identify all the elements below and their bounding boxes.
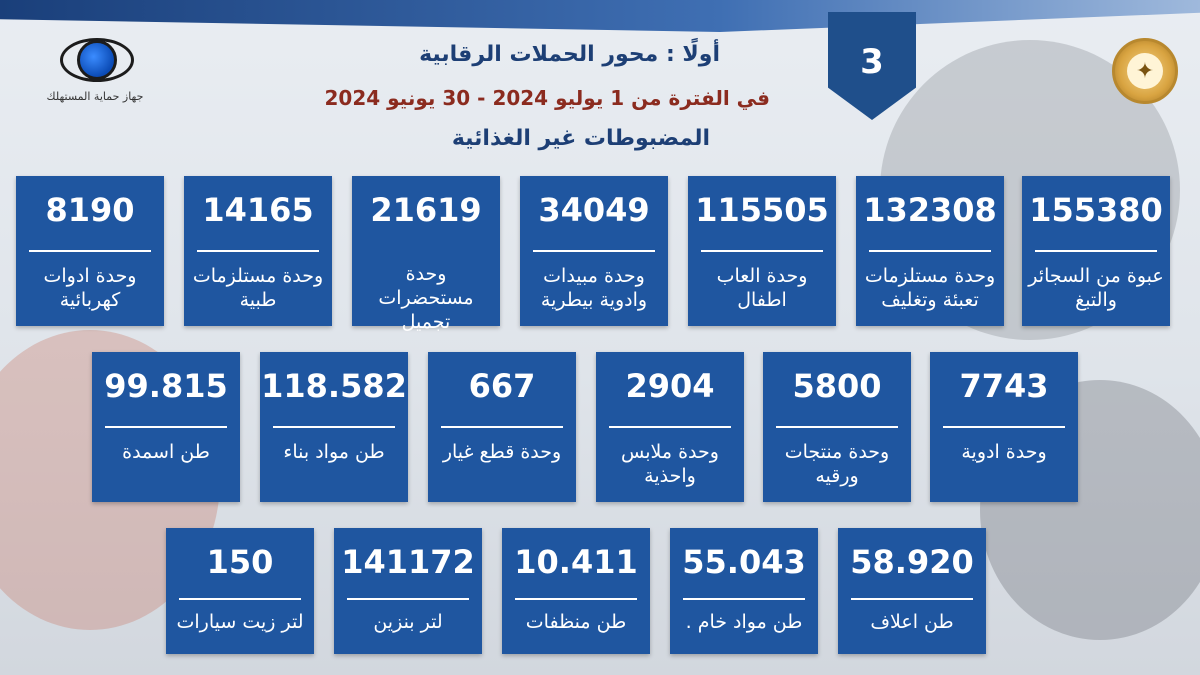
divider [515,598,637,600]
stat-label: وحدة مستحضرات تجميل [378,263,474,333]
stat-label: وحدة ادوات كهربائية [43,265,137,311]
stat-card: 132308 وحدة مستلزمات تعبئة وتغليف [856,176,1004,326]
section-heading: المضبوطات غير الغذائية [451,126,710,151]
divider [179,598,301,600]
stat-card: 21619 وحدة مستحضرات تجميل [352,176,500,333]
stat-label: لتر بنزين [373,611,443,633]
stat-card: 155380 عبوة من السجائر والتبغ [1022,176,1170,326]
slide-number-tag: 3 [828,12,916,120]
stat-value: 150 [206,543,274,581]
stat-card: 115505 وحدة العاب اطفال [688,176,836,326]
state-emblem-icon: ✦ [1112,38,1178,104]
divider [683,598,805,600]
stat-label: طن مواد بناء [283,441,385,463]
top-band [0,0,1200,32]
stat-value: 34049 [538,191,650,229]
stat-card: 5800 وحدة منتجات ورقيه [763,352,911,502]
stat-value: 2904 [625,367,715,405]
stat-value: 10.411 [514,543,638,581]
eagle-icon: ✦ [1127,53,1163,89]
divider [869,250,991,252]
stat-card: 55.043 طن مواد خام . [670,528,818,654]
stat-label: طن مواد خام . [685,611,803,633]
stat-card: 34049 وحدة مبيدات وادوية بيطرية [520,176,668,326]
agency-logo: جهاز حماية المستهلك [20,38,170,118]
stat-card: 7743 وحدة ادوية [930,352,1078,502]
page-title: أولًا : محور الحملات الرقابية [419,42,720,67]
stat-label: عبوة من السجائر والتبغ [1028,265,1164,311]
stat-label: طن اعلاف [870,611,954,633]
stat-card: 150 لتر زيت سيارات [166,528,314,654]
divider [441,426,563,428]
stat-value: 55.043 [682,543,806,581]
stat-label: وحدة مبيدات وادوية بيطرية [540,265,648,311]
agency-name: جهاز حماية المستهلك [46,90,144,103]
stat-value: 7743 [959,367,1049,405]
divider [776,426,898,428]
stat-label: طن منظفات [525,611,627,633]
stat-value: 58.920 [850,543,974,581]
stat-card: 2904 وحدة ملابس واحذية [596,352,744,502]
eye-icon [60,38,134,82]
stat-card: 8190 وحدة ادوات كهربائية [16,176,164,326]
divider [273,426,395,428]
stat-label: وحدة ادوية [961,441,1047,463]
stat-value: 5800 [792,367,882,405]
divider [701,250,823,252]
stat-card: 58.920 طن اعلاف [838,528,986,654]
stat-card: 118.582 طن مواد بناء [260,352,408,502]
stat-label: وحدة مستلزمات تعبئة وتغليف [864,265,996,311]
stat-label: لتر زيت سيارات [176,611,304,633]
divider [943,426,1065,428]
divider [347,598,469,600]
stat-value: 14165 [202,191,314,229]
stat-label: وحدة قطع غيار [442,441,562,463]
divider [533,250,655,252]
eye-pupil-icon [77,40,117,80]
stat-card: 14165 وحدة مستلزمات طبية [184,176,332,326]
stat-value: 118.582 [261,367,407,405]
stat-value: 115505 [695,191,829,229]
stat-label: وحدة منتجات ورقيه [784,441,890,487]
stat-label: وحدة مستلزمات طبية [192,265,324,311]
divider [1035,250,1157,252]
divider [197,250,319,252]
divider [29,250,151,252]
stat-value: 132308 [863,191,997,229]
stat-value: 99.815 [104,367,228,405]
divider [851,598,973,600]
stat-card: 99.815 طن اسمدة [92,352,240,502]
stat-card: 667 وحدة قطع غيار [428,352,576,502]
stat-value: 667 [468,367,536,405]
stat-label: طن اسمدة [122,441,210,463]
stat-label: وحدة ملابس واحذية [621,441,719,487]
stat-value: 155380 [1029,191,1163,229]
period-subtitle: في الفترة من 1 يوليو 2024 - 30 يونيو 202… [324,86,771,110]
stat-card: 141172 لتر بنزين [334,528,482,654]
stat-card: 10.411 طن منظفات [502,528,650,654]
stat-value: 21619 [370,191,482,229]
divider [105,426,227,428]
divider [609,426,731,428]
stat-label: وحدة العاب اطفال [716,265,808,311]
stat-value: 141172 [341,543,475,581]
stat-value: 8190 [45,191,135,229]
